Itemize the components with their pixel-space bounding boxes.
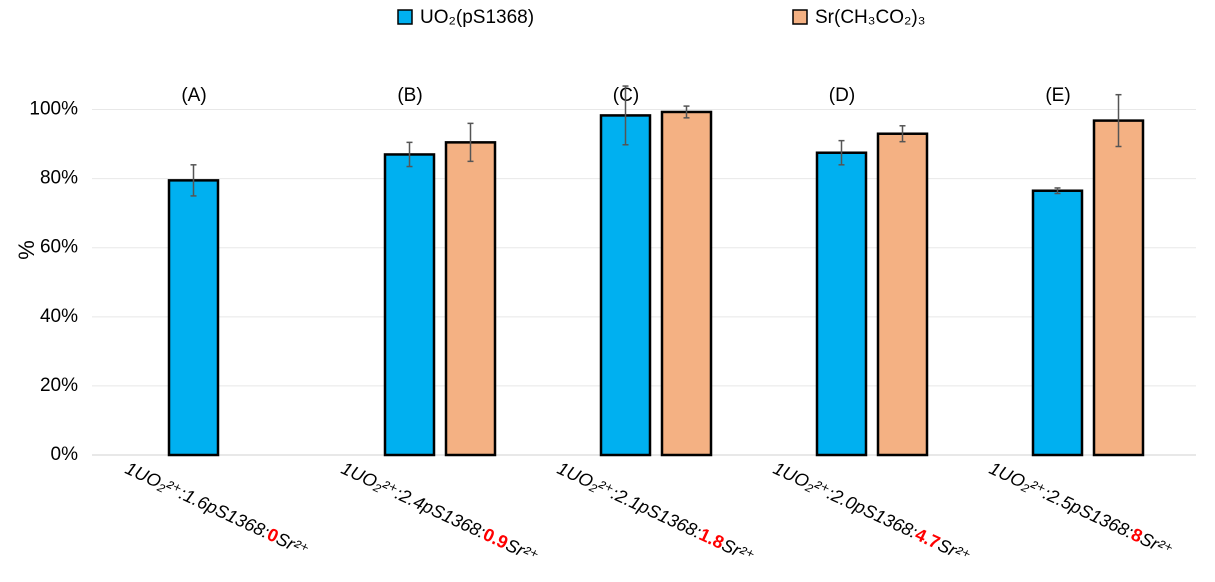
error-bar	[1115, 93, 1122, 148]
panel-label: (D)	[829, 85, 855, 106]
y-tick-label: 40%	[40, 306, 78, 327]
panel-label: (B)	[397, 85, 422, 106]
error-bar	[406, 141, 413, 168]
panel-label: (A)	[181, 85, 206, 106]
y-tick-label: 100%	[29, 99, 78, 120]
legend-swatch	[792, 9, 808, 25]
x-tick-label: 1UO₂²⁺:2.0pS1368:4.7Sr²⁺	[770, 458, 973, 567]
error-bar	[838, 139, 845, 166]
x-tick-label: 1UO₂²⁺:2.1pS1368:1.8Sr²⁺	[554, 458, 757, 567]
bar	[599, 114, 652, 457]
error-bar	[683, 105, 690, 119]
error-bar	[622, 85, 629, 146]
legend-label: Sr(CH₃CO₂)₃	[815, 7, 925, 28]
y-tick-label: 80%	[40, 168, 78, 189]
error-bar	[190, 164, 197, 197]
bar	[383, 153, 436, 457]
bar	[167, 179, 220, 457]
panel-label: (E)	[1045, 85, 1070, 106]
x-tick-label: 1UO₂²⁺:1.6pS1368:0Sr²⁺	[122, 458, 312, 561]
y-axis-label: %	[14, 240, 39, 260]
error-bar	[467, 122, 474, 163]
bar	[444, 141, 497, 457]
bar	[815, 151, 868, 457]
error-bar	[899, 125, 906, 143]
y-tick-label: 60%	[40, 237, 78, 258]
legend-swatch	[397, 9, 413, 25]
x-tick-label: 1UO₂²⁺:2.4pS1368:0.9Sr²⁺	[338, 458, 541, 567]
bar	[1092, 119, 1145, 457]
bar	[876, 132, 929, 457]
bar	[660, 110, 713, 457]
y-tick-label: 0%	[51, 444, 79, 465]
y-tick-label: 20%	[40, 375, 78, 396]
legend-label: UO₂(pS1368)	[420, 7, 534, 28]
x-tick-label: 1UO₂²⁺:2.5pS1368:8Sr²⁺	[986, 458, 1176, 561]
error-bar	[1054, 187, 1061, 195]
bar	[1031, 189, 1084, 457]
